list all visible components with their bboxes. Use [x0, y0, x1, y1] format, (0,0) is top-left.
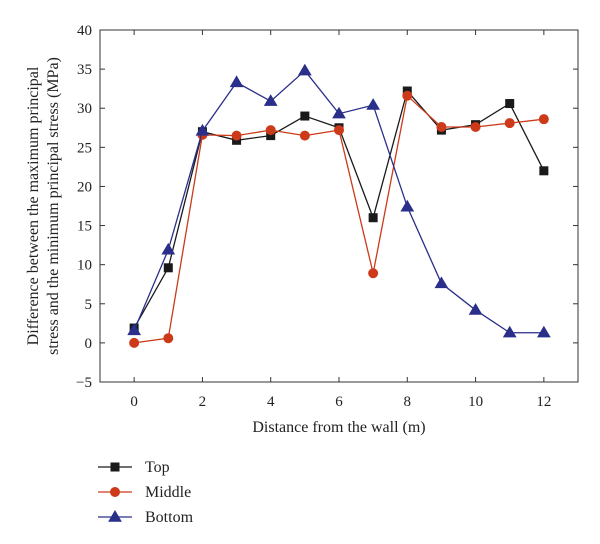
data-point-bottom	[195, 123, 210, 136]
y-axis: −5 0 5 10 15 20 25 30 35 40	[76, 23, 578, 391]
x-tick-label: 6	[335, 394, 343, 410]
x-tick-label: 12	[536, 394, 551, 410]
y-tick-label: 20	[77, 179, 92, 195]
data-point-bottom	[229, 75, 244, 88]
series-middle	[129, 90, 549, 348]
data-point-middle	[334, 125, 344, 136]
data-point-middle	[163, 333, 174, 344]
data-point-middle	[231, 130, 242, 141]
y-axis-title-line-1: Difference between the maximum principal	[25, 66, 42, 345]
data-point-middle	[265, 125, 276, 136]
legend: Top Middle Bottom	[98, 459, 194, 526]
data-point-middle	[470, 121, 481, 132]
data-point-bottom	[400, 199, 415, 212]
x-tick-label: 4	[267, 394, 275, 410]
data-point-bottom	[536, 325, 551, 338]
plot-frame	[99, 29, 579, 383]
data-point-bottom	[434, 276, 449, 289]
series-layer	[127, 63, 551, 348]
data-point-middle	[436, 121, 447, 132]
x-tick-label: 2	[199, 394, 207, 410]
data-point-top	[368, 213, 378, 223]
y-tick-label: 15	[77, 219, 92, 235]
legend-label-middle: Middle	[145, 484, 191, 501]
y-tick-label: 40	[77, 23, 92, 39]
data-point-bottom	[297, 63, 312, 76]
x-tick-label: 10	[468, 394, 483, 410]
data-point-top	[163, 263, 173, 273]
series-top	[129, 86, 549, 333]
x-axis-title: Distance from the wall (m)	[252, 419, 425, 436]
data-point-bottom	[127, 323, 142, 336]
data-point-bottom	[502, 325, 517, 338]
data-point-middle	[368, 268, 379, 279]
x-tick-label: 8	[404, 394, 412, 410]
legend-label-top: Top	[145, 459, 170, 476]
data-point-middle	[299, 130, 310, 141]
legend-marker-top	[110, 462, 120, 472]
legend-marker-middle	[110, 487, 120, 497]
data-point-bottom	[263, 94, 278, 106]
data-point-middle	[538, 114, 549, 125]
y-tick-label: 35	[77, 62, 92, 78]
data-point-bottom	[332, 106, 346, 119]
y-axis-title-line-2: stress and the minimum principal stress …	[45, 57, 62, 355]
data-point-top	[539, 166, 549, 176]
data-point-middle	[504, 118, 515, 129]
data-point-top	[505, 99, 515, 109]
data-point-middle	[402, 90, 413, 101]
y-tick-label: 25	[77, 140, 92, 156]
legend-label-bottom: Bottom	[145, 509, 194, 526]
y-tick-label: 10	[77, 258, 92, 274]
y-tick-label: 5	[85, 297, 93, 313]
x-tick-label: 0	[130, 394, 138, 410]
data-point-middle	[129, 337, 140, 348]
data-point-bottom	[366, 98, 381, 110]
x-axis: 0 2 4 6 8 10 12	[130, 30, 551, 410]
y-tick-label: 0	[85, 336, 93, 352]
legend-marker-bottom	[108, 510, 122, 522]
y-tick-label: 30	[77, 101, 92, 117]
data-point-bottom	[161, 242, 176, 255]
data-point-top	[300, 111, 310, 121]
data-point-bottom	[468, 303, 483, 315]
series-bottom	[127, 63, 551, 338]
y-tick-label: −5	[76, 375, 92, 391]
